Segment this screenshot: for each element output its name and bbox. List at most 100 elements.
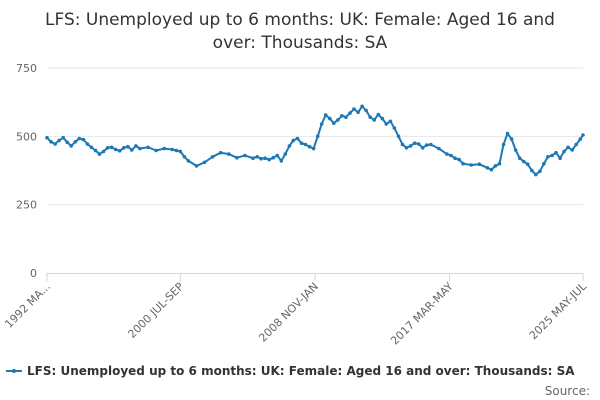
data-point[interactable] — [255, 155, 259, 159]
data-point[interactable] — [263, 156, 267, 160]
data-point[interactable] — [461, 161, 465, 166]
data-point[interactable] — [534, 172, 538, 177]
data-point[interactable] — [493, 164, 498, 168]
data-point[interactable] — [251, 156, 255, 160]
data-point[interactable] — [154, 148, 158, 153]
data-point[interactable] — [477, 162, 482, 166]
data-point[interactable] — [344, 115, 348, 119]
data-point[interactable] — [109, 145, 114, 150]
data-point[interactable] — [291, 138, 296, 143]
data-point[interactable] — [408, 144, 413, 148]
data-point[interactable] — [279, 159, 284, 163]
data-point[interactable] — [328, 116, 332, 121]
data-point[interactable] — [368, 115, 373, 119]
data-point[interactable] — [332, 121, 336, 125]
data-point[interactable] — [307, 144, 312, 149]
data-point[interactable] — [97, 152, 102, 156]
data-point[interactable] — [77, 136, 82, 141]
data-point[interactable] — [113, 147, 118, 152]
data-point[interactable] — [509, 137, 514, 141]
data-point[interactable] — [400, 142, 405, 147]
data-point[interactable] — [578, 137, 583, 141]
data-point[interactable] — [49, 140, 53, 144]
data-point[interactable] — [530, 168, 534, 173]
data-point[interactable] — [227, 152, 231, 156]
data-point[interactable] — [259, 156, 263, 161]
data-point[interactable] — [311, 146, 316, 151]
data-point[interactable] — [348, 111, 352, 115]
data-point[interactable] — [210, 155, 215, 159]
data-point[interactable] — [271, 155, 276, 160]
data-point[interactable] — [65, 140, 69, 145]
data-point[interactable] — [469, 163, 474, 167]
data-point[interactable] — [73, 140, 78, 144]
data-point[interactable] — [138, 146, 142, 151]
data-point[interactable] — [174, 148, 179, 153]
data-point[interactable] — [360, 104, 364, 109]
data-point[interactable] — [412, 141, 417, 145]
data-point[interactable] — [538, 169, 542, 174]
data-point[interactable] — [303, 142, 308, 147]
data-point[interactable] — [283, 152, 288, 156]
data-point[interactable] — [182, 155, 187, 159]
data-point[interactable] — [267, 157, 272, 162]
data-point[interactable] — [566, 145, 570, 150]
data-point[interactable] — [505, 131, 510, 136]
data-point[interactable] — [319, 122, 324, 126]
data-point[interactable] — [501, 142, 506, 147]
data-point[interactable] — [186, 159, 191, 163]
data-point[interactable] — [134, 144, 138, 148]
data-point[interactable] — [581, 133, 585, 137]
data-point[interactable] — [574, 142, 578, 147]
data-point[interactable] — [392, 126, 397, 130]
data-point[interactable] — [81, 137, 86, 142]
data-point[interactable] — [513, 148, 518, 152]
data-point[interactable] — [126, 144, 130, 149]
data-point[interactable] — [449, 153, 453, 158]
data-point[interactable] — [376, 112, 381, 117]
data-point[interactable] — [380, 116, 385, 121]
data-point[interactable] — [243, 153, 247, 158]
data-point[interactable] — [117, 149, 122, 153]
data-point[interactable] — [364, 108, 368, 113]
credits-source[interactable]: Source: — [545, 384, 590, 398]
data-point[interactable] — [235, 155, 239, 160]
data-point[interactable] — [340, 114, 344, 118]
data-point[interactable] — [356, 110, 360, 115]
data-point[interactable] — [562, 149, 566, 154]
legend-label[interactable]: LFS: Unemployed up to 6 months: UK: Fema… — [27, 364, 575, 378]
data-point[interactable] — [57, 138, 61, 143]
data-point[interactable] — [384, 122, 389, 126]
data-point[interactable] — [546, 155, 550, 159]
data-point[interactable] — [299, 141, 304, 145]
data-point[interactable] — [170, 147, 174, 152]
data-point[interactable] — [101, 149, 106, 154]
data-point[interactable] — [445, 152, 449, 156]
data-point[interactable] — [521, 159, 526, 164]
data-point[interactable] — [424, 143, 429, 147]
data-point[interactable] — [89, 145, 94, 150]
data-point[interactable] — [194, 164, 199, 168]
data-point[interactable] — [122, 146, 126, 150]
data-point[interactable] — [85, 142, 90, 146]
data-point[interactable] — [558, 156, 562, 160]
data-point[interactable] — [178, 149, 183, 154]
data-point[interactable] — [105, 146, 110, 150]
data-point[interactable] — [218, 150, 223, 155]
data-point[interactable] — [372, 118, 377, 122]
data-point[interactable] — [570, 148, 574, 152]
data-point[interactable] — [517, 156, 522, 160]
data-point[interactable] — [457, 157, 461, 162]
data-point[interactable] — [352, 107, 356, 111]
data-point[interactable] — [323, 113, 328, 117]
data-point[interactable] — [295, 136, 300, 141]
data-point[interactable] — [45, 135, 49, 140]
legend[interactable]: LFS: Unemployed up to 6 months: UK: Fema… — [6, 364, 575, 378]
data-point[interactable] — [489, 167, 494, 172]
data-point[interactable] — [202, 160, 207, 165]
data-point[interactable] — [287, 144, 292, 148]
data-point[interactable] — [396, 134, 401, 139]
data-point[interactable] — [453, 156, 457, 160]
data-point[interactable] — [554, 150, 558, 155]
data-point[interactable] — [429, 142, 433, 147]
